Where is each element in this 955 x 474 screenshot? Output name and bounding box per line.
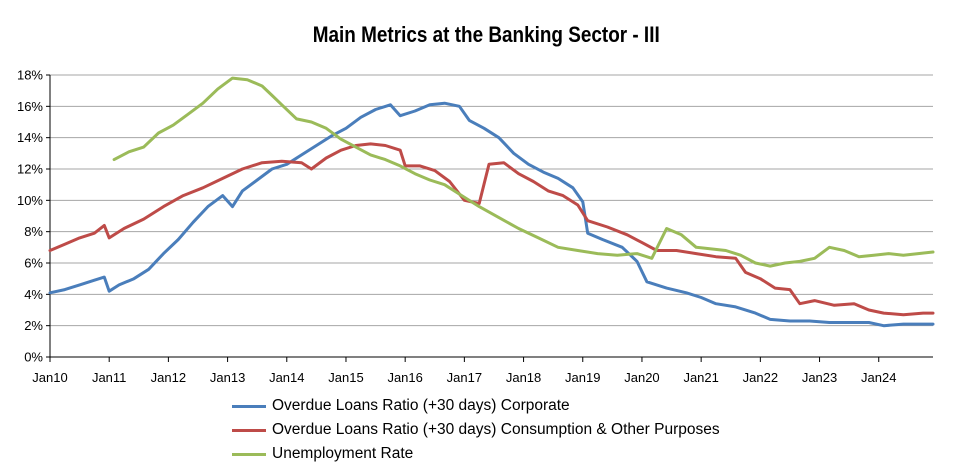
x-tick-label: Jan11	[92, 370, 126, 385]
x-tick-label: Jan24	[861, 370, 896, 385]
legend: Overdue Loans Ratio (+30 days) Corporate…	[232, 394, 720, 466]
y-tick-label: 4%	[24, 287, 43, 302]
y-tick-label: 6%	[24, 256, 43, 271]
legend-label-corporate: Overdue Loans Ratio (+30 days) Corporate	[272, 397, 570, 414]
x-tick-label: Jan12	[151, 370, 186, 385]
y-tick-label: 0%	[24, 350, 43, 365]
series-line-corporate	[48, 101, 935, 328]
legend-label-consumption: Overdue Loans Ratio (+30 days) Consumpti…	[272, 421, 720, 438]
y-tick-label: 12%	[17, 162, 43, 177]
y-tick-label: 14%	[17, 130, 43, 145]
x-tick-label: Jan14	[269, 370, 304, 385]
legend-item-corporate: Overdue Loans Ratio (+30 days) Corporate	[232, 394, 720, 418]
y-tick-label: 16%	[17, 99, 43, 114]
legend-label-unemployment: Unemployment Rate	[272, 445, 414, 462]
x-tick-label: Jan23	[802, 370, 837, 385]
grid-lines	[50, 74, 933, 327]
x-tick-label: Jan22	[743, 370, 778, 385]
x-tick-label: Jan13	[210, 370, 245, 385]
x-tick-label: Jan16	[387, 370, 422, 385]
x-tick-label: Jan20	[624, 370, 659, 385]
y-tick-label: 8%	[24, 224, 43, 239]
series-lines	[48, 76, 935, 328]
legend-item-consumption: Overdue Loans Ratio (+30 days) Consumpti…	[232, 418, 720, 442]
chart-title: Main Metrics at the Banking Sector - III	[312, 22, 660, 47]
axes	[46, 74, 933, 362]
legend-item-unemployment: Unemployment Rate	[232, 442, 720, 466]
x-tick-label: Jan19	[565, 370, 600, 385]
y-tick-labels: 0% 2% 4% 6% 8% 10% 12% 14% 16% 18%	[17, 68, 43, 365]
series-line-unemployment	[112, 76, 935, 268]
x-tick-labels: Jan10 Jan11 Jan12 Jan13 Jan14 Jan15 Jan16 Jan17…	[32, 370, 896, 385]
y-tick-label: 2%	[24, 318, 43, 333]
x-tick-label: Jan15	[328, 370, 363, 385]
x-tick-label: Jan18	[506, 370, 541, 385]
x-tick-label: Jan10	[32, 370, 67, 385]
y-tick-label: 10%	[17, 193, 43, 208]
series-line-consumption	[48, 142, 935, 317]
legend-swatch-unemployment	[232, 452, 266, 456]
legend-swatch-consumption	[232, 428, 266, 432]
x-tick-label: Jan21	[683, 370, 718, 385]
y-tick-label: 18%	[17, 68, 43, 83]
legend-swatch-corporate	[232, 404, 266, 408]
x-tick-label: Jan17	[447, 370, 482, 385]
